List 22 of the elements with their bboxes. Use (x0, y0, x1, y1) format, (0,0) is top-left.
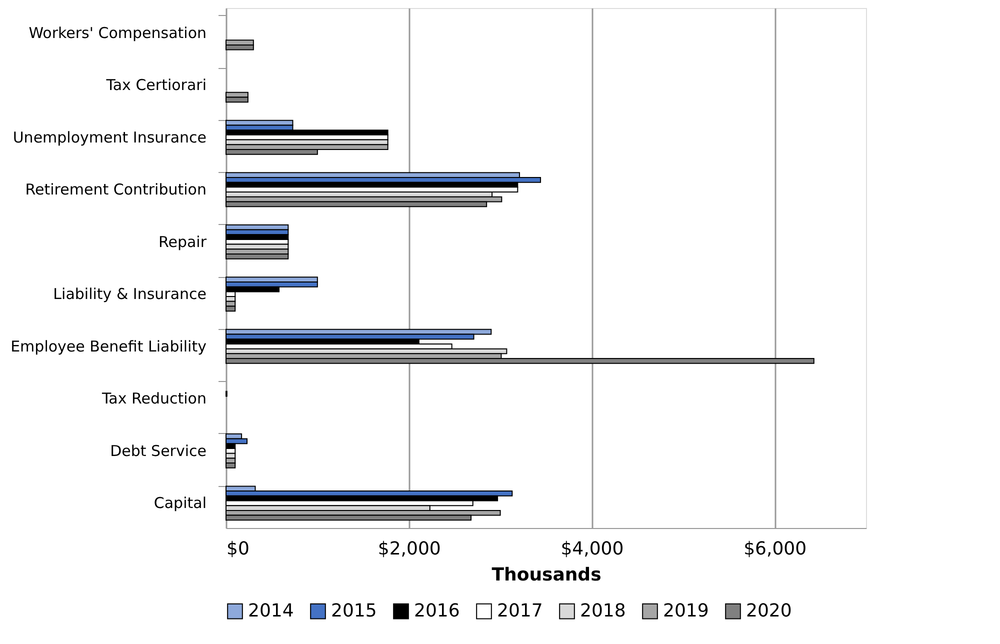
y-tick-label: Workers' Compensation (28, 24, 206, 42)
legend-label: 2016 (414, 600, 460, 622)
x-tick-label: $4,000 (560, 538, 624, 560)
x-axis-title: Thousands (492, 564, 602, 586)
y-tick-label: Tax Reduction (100, 390, 206, 408)
x-tick-label: $6,000 (744, 538, 807, 560)
y-tick-label: Tax Certiorari (105, 76, 206, 94)
legend-label: 2015 (331, 600, 377, 622)
legend-label: 2019 (663, 600, 709, 622)
legend-label: 2017 (497, 600, 543, 622)
x-tick-label: $0 (226, 538, 250, 560)
y-tick-label: Capital (154, 494, 206, 512)
y-tick-label: Employee Benefit Liability (10, 337, 207, 356)
y-tick-label: Repair (158, 232, 208, 251)
legend-label: 2014 (248, 600, 294, 622)
legend-label: 2020 (746, 600, 792, 622)
y-tick-label: Retirement Contribution (25, 180, 206, 199)
x-tick-label: $2,000 (378, 538, 441, 560)
y-tick-label: Debt Service (110, 442, 206, 460)
y-tick-label: Liability & Insurance (53, 285, 206, 304)
legend-label: 2018 (580, 600, 626, 622)
y-tick-label: Unemployment Insurance (12, 128, 206, 146)
